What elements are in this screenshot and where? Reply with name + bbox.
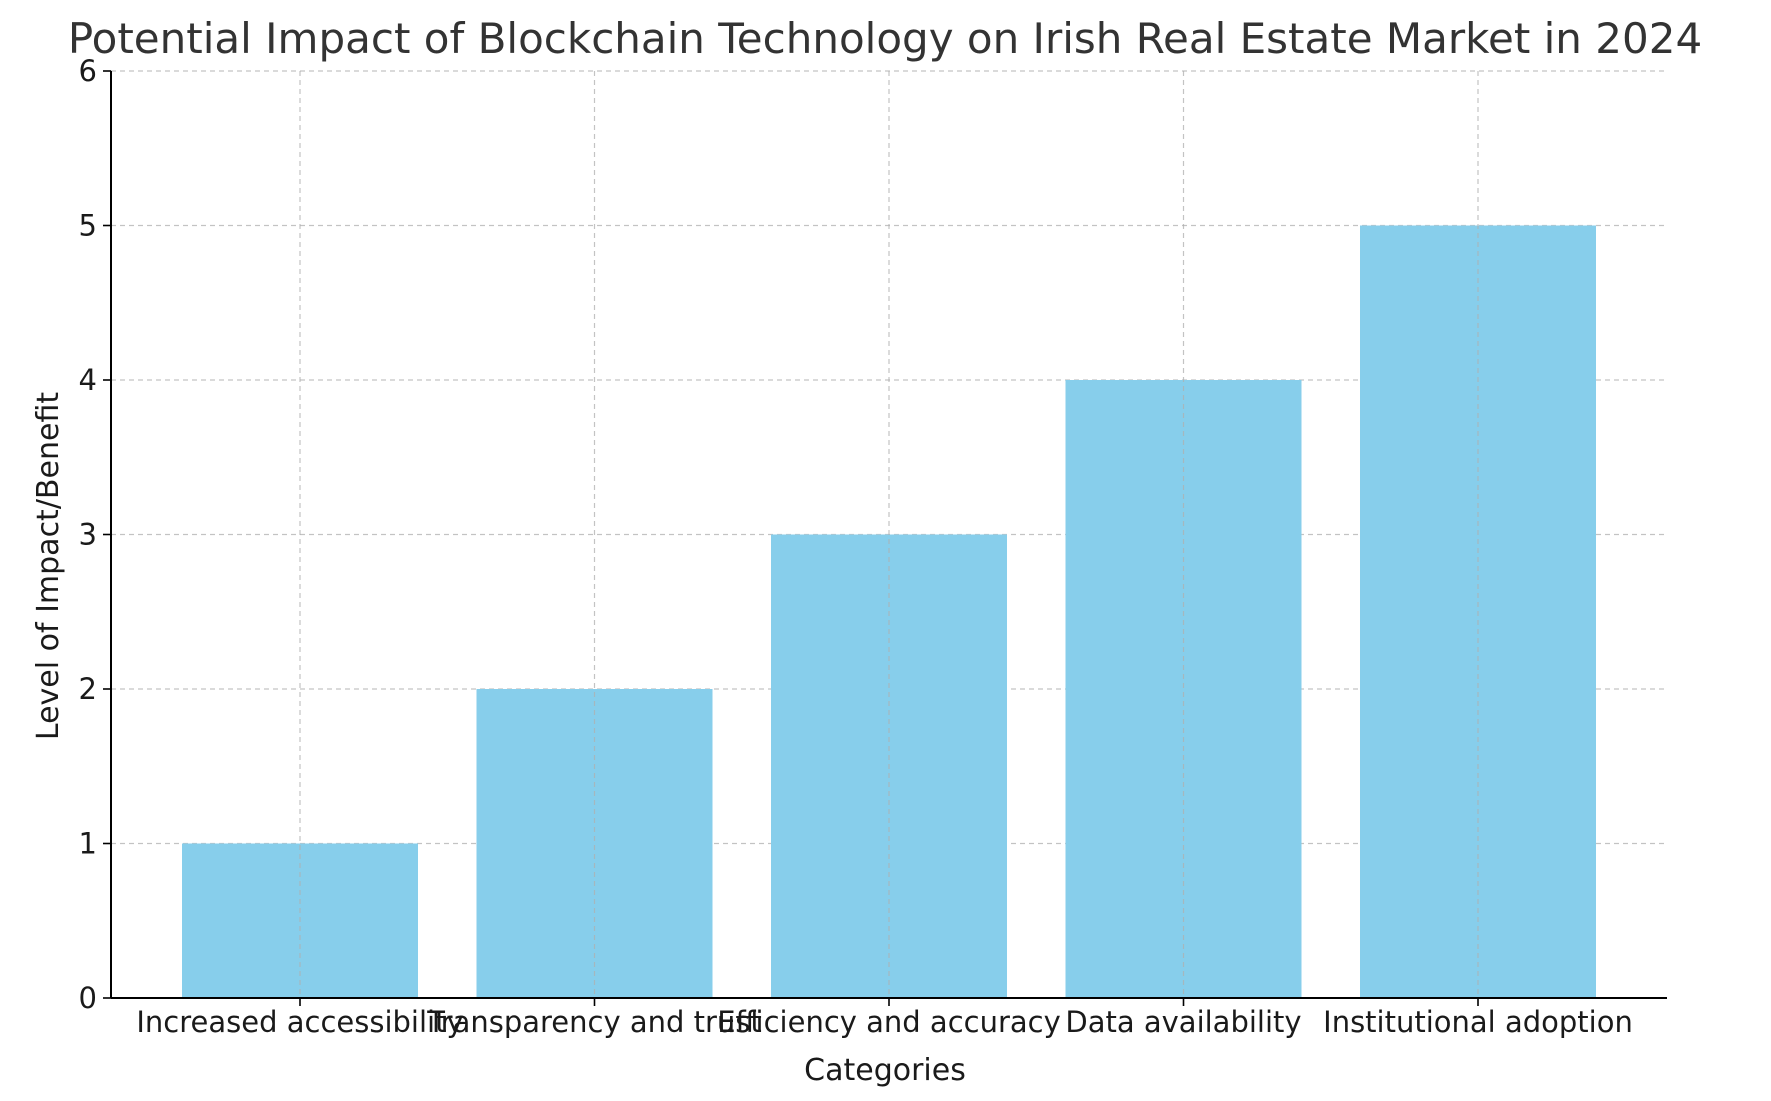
y-tick-label: 0 xyxy=(79,981,97,1015)
x-tick-label: Institutional adoption xyxy=(1323,1005,1633,1039)
x-tick-label: Data availability xyxy=(1065,1005,1301,1039)
y-tick-label: 3 xyxy=(79,518,97,552)
y-ticks: 0 1 2 3 4 5 6 xyxy=(79,54,111,1015)
y-tick-label: 5 xyxy=(79,209,97,243)
chart-title: Potential Impact of Blockchain Technolog… xyxy=(68,14,1702,63)
x-tick-label: Transparency and trust xyxy=(426,1005,762,1039)
vertical-grid-lines xyxy=(299,71,1479,998)
y-tick-label: 4 xyxy=(79,363,97,397)
x-axis-label: Categories xyxy=(804,1053,966,1088)
y-tick-label: 6 xyxy=(79,54,97,88)
x-tick-label: Increased accessibility xyxy=(136,1005,463,1039)
x-tick-label: Efficiency and accuracy xyxy=(717,1005,1061,1039)
bar xyxy=(476,689,713,998)
y-tick-label: 1 xyxy=(79,827,97,861)
y-axis-label: Level of Impact/Benefit xyxy=(31,392,66,740)
bar xyxy=(1065,380,1302,998)
y-tick-label: 2 xyxy=(79,672,97,706)
